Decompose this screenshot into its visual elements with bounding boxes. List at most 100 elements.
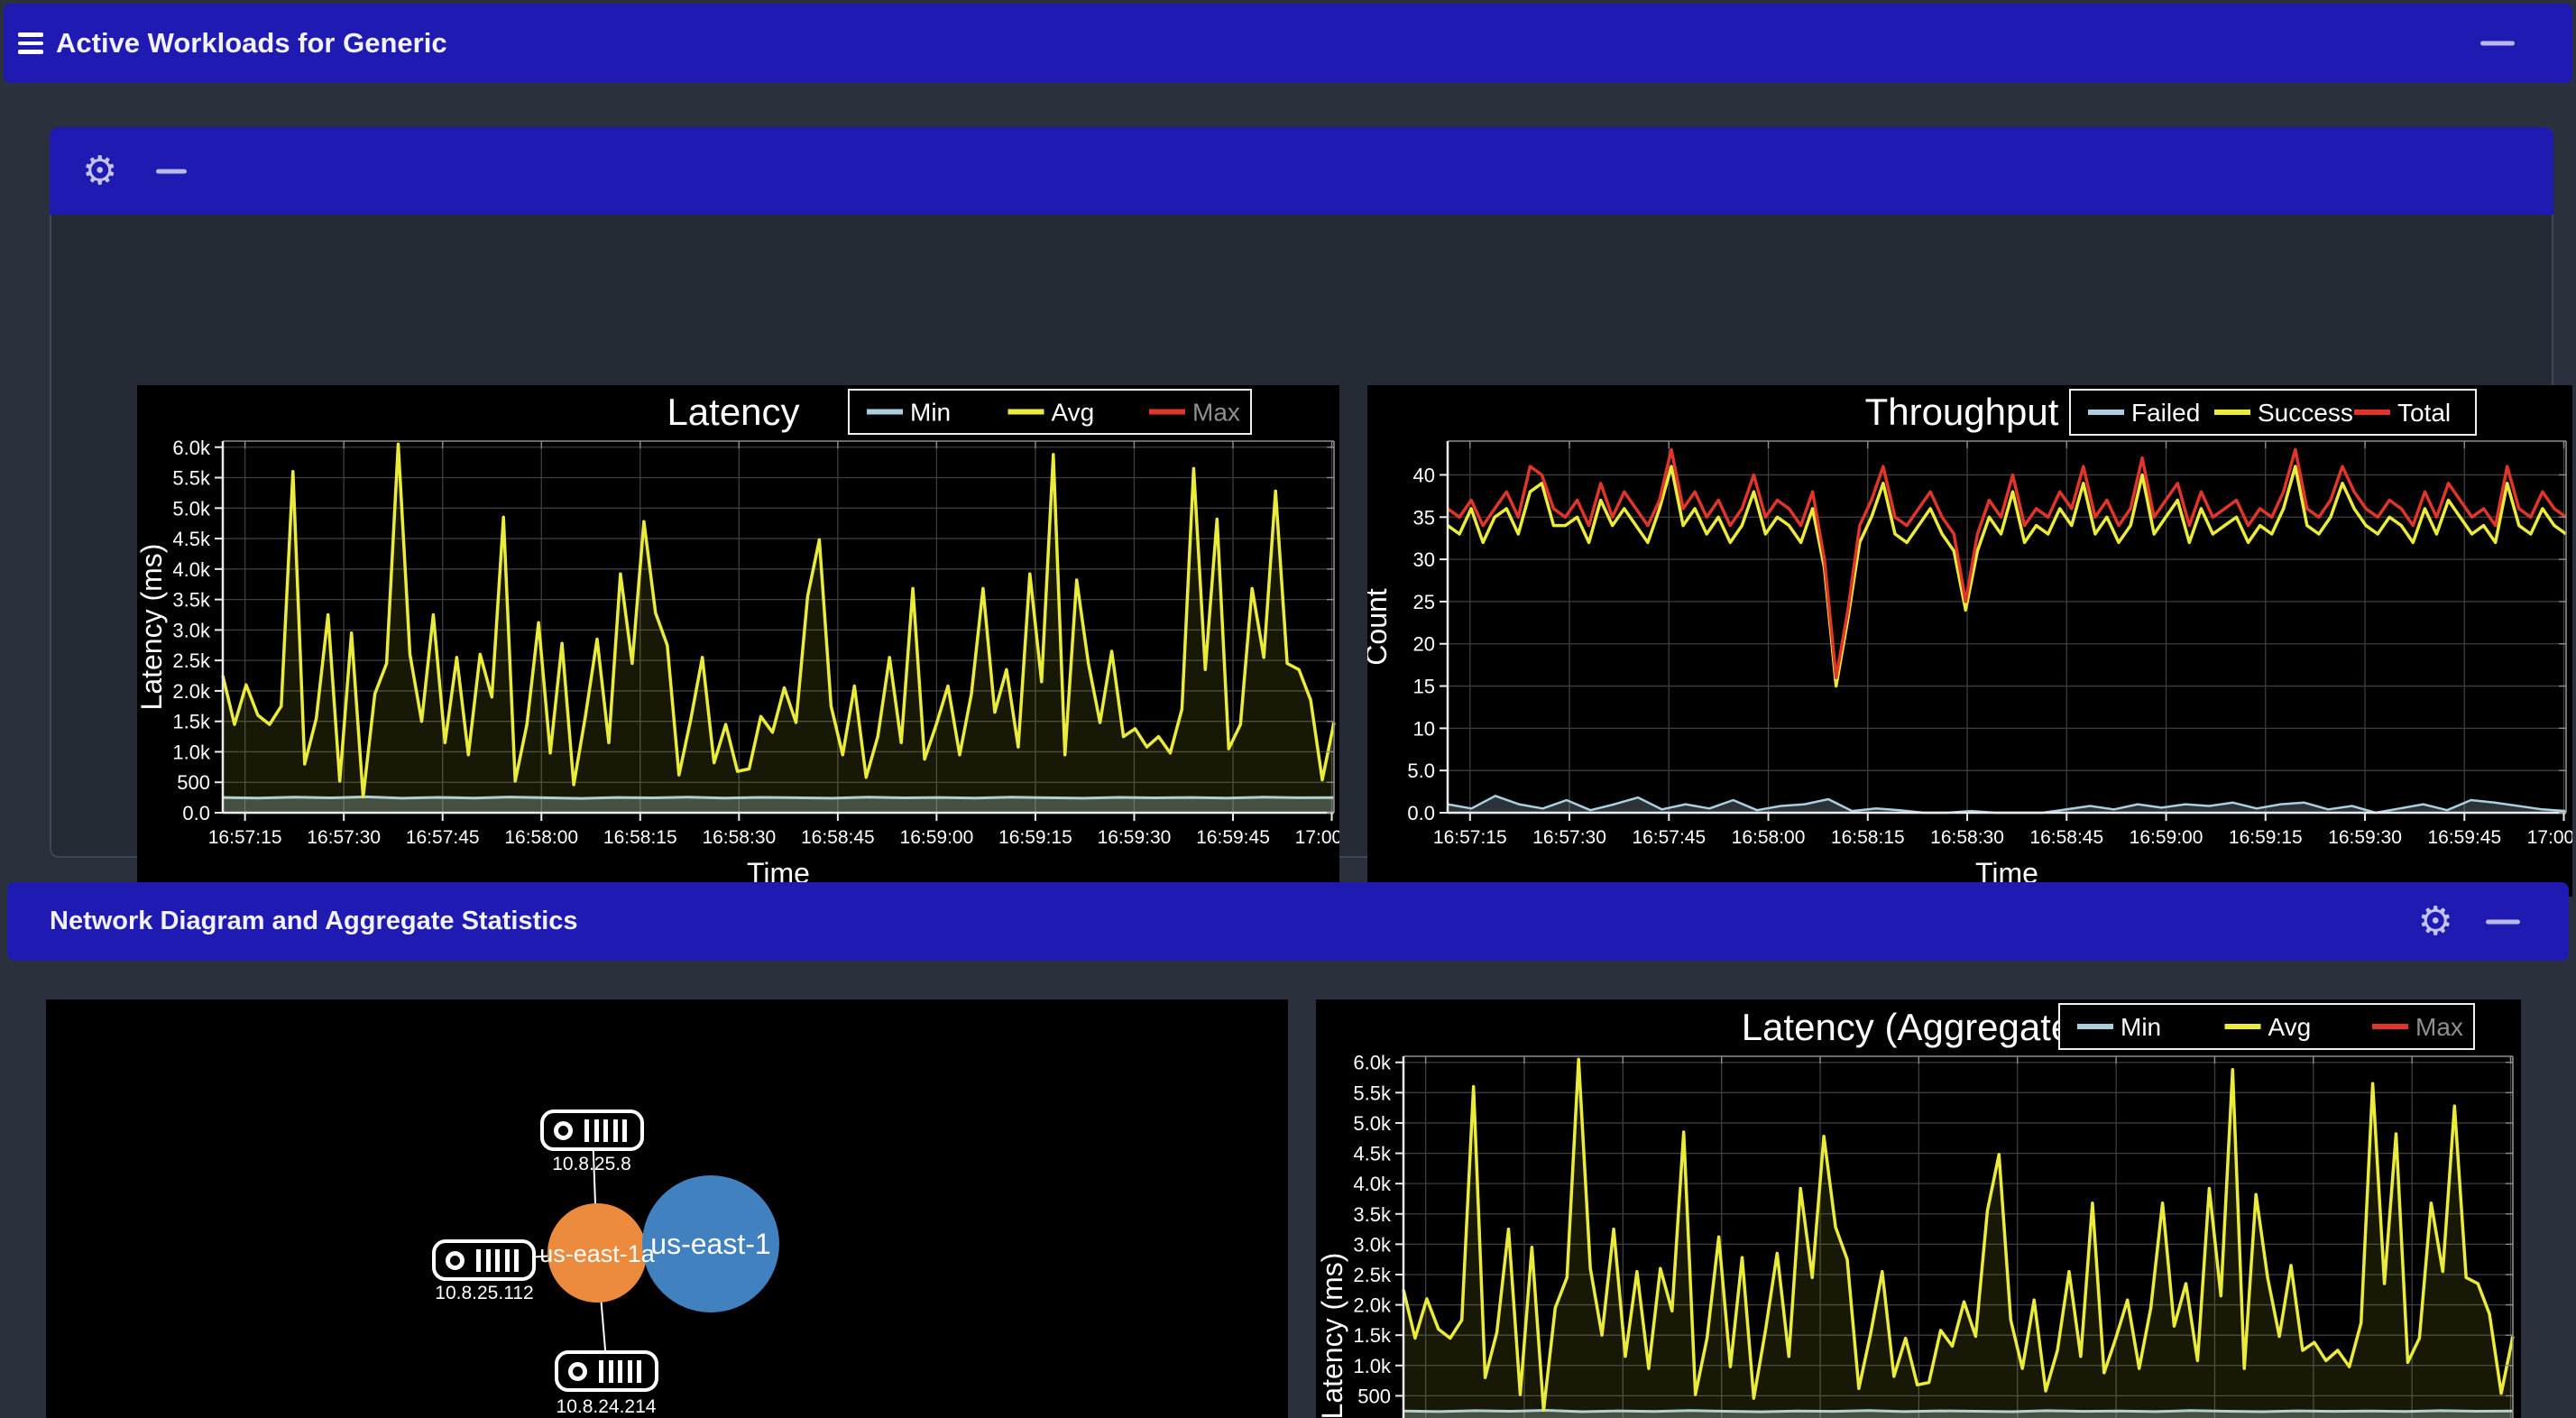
window-title: Active Workloads for Generic	[56, 27, 447, 59]
minimize-icon[interactable]	[2486, 919, 2520, 924]
window-title-bar[interactable]: Active Workloads for Generic	[4, 4, 2572, 83]
server-led-icon	[554, 1120, 573, 1140]
x-tick-label: 16:57:30	[307, 827, 381, 848]
y-tick-label: 2.0k	[1353, 1294, 1392, 1317]
hamburger-menu-icon[interactable]	[18, 32, 43, 54]
y-tick-label: 4.5k	[172, 528, 211, 550]
chart-title: Throughput	[1865, 391, 2059, 433]
server-node-icon[interactable]	[540, 1110, 644, 1151]
x-tick-label: 16:58:00	[1732, 827, 1806, 848]
x-tick-label: 16:59:45	[1196, 827, 1270, 848]
settings-gear-icon[interactable]: ⚙	[82, 148, 118, 193]
y-tick-label: 3.0k	[1353, 1233, 1392, 1256]
legend-label-success: Success	[2258, 399, 2353, 427]
legend-label-avg: Avg	[1052, 399, 1095, 427]
y-tick-label: 2.0k	[172, 680, 211, 703]
y-tick-label: 5.5k	[1353, 1082, 1392, 1104]
series-success	[1446, 465, 2568, 688]
y-tick-label: 25	[1413, 591, 1435, 613]
y-tick-label: 6.0k	[172, 437, 211, 459]
region-label: us-east-1	[650, 1228, 771, 1260]
y-tick-label: 10	[1413, 717, 1435, 740]
x-tick-label: 16:58:45	[2029, 827, 2103, 848]
x-tick-label: 16:59:45	[2427, 827, 2501, 848]
throughput-chart-card: 40 35 30 25 20 15 10 5.0 0.0 16:57:15 16:57:30 16:5…	[1367, 385, 2572, 897]
x-tick-label: 16:57:45	[406, 827, 480, 848]
zone-node-us-east-1a[interactable]	[547, 1203, 647, 1303]
region-node-us-east-1[interactable]	[642, 1175, 779, 1312]
y-tick-label: 3.0k	[172, 619, 211, 641]
series-total	[1446, 447, 2568, 679]
series-avg	[221, 442, 1336, 799]
legend-label-min: Min	[910, 399, 951, 427]
network-diagram-card: 10.8.25.8 10.8.25.112 10.8.24.214 us-eas…	[46, 999, 1288, 1418]
y-tick-label: 3.5k	[172, 589, 211, 612]
y-tick-label: 2.5k	[172, 649, 211, 672]
legend-label-failed: Failed	[2131, 399, 2200, 427]
latency-aggregate-chart[interactable]: 6.0k 5.5k 5.0k 4.5k 4.0k 3.5k 3.0k 2.5k 2.0k 1.5k…	[1316, 999, 2521, 1418]
latency-chart-card: 6.0k 5.5k 5.0k 4.5k 4.0k 3.5k 3.0k 2.5k 2.0k 1.5k…	[137, 385, 1339, 897]
y-tick-label: 4.0k	[1353, 1173, 1392, 1195]
y-tick-label: 35	[1413, 506, 1435, 529]
x-tick-label: 16:57:15	[208, 827, 282, 848]
x-tick-label: 16:59:15	[2229, 827, 2303, 848]
legend-label-max: Max	[2415, 1013, 2463, 1041]
x-tick-label: 16:58:30	[1930, 827, 2004, 848]
y-axis-label: Latency (ms)	[1316, 1253, 1348, 1418]
y-tick-label: 20	[1413, 633, 1435, 656]
x-tick-label: 16:59:30	[2328, 827, 2402, 848]
y-tick-label: 1.0k	[172, 741, 211, 763]
latency-aggregate-chart-card: 6.0k 5.5k 5.0k 4.5k 4.0k 3.5k 3.0k 2.5k 2.0k 1.5k…	[1316, 999, 2521, 1418]
section-title: Network Diagram and Aggregate Statistics	[50, 907, 578, 935]
y-tick-label: 5.5k	[172, 467, 211, 490]
x-tick-label: 16:57:45	[1632, 827, 1706, 848]
legend-label-total: Total	[2397, 399, 2451, 427]
x-tick-label: 16:58:15	[603, 827, 677, 848]
chart-title: Latency	[667, 391, 799, 433]
y-axis-label: Count	[1367, 588, 1393, 666]
server-ip-label: 10.8.25.112	[435, 1283, 534, 1303]
throughput-chart[interactable]: 40 35 30 25 20 15 10 5.0 0.0 16:57:15 16:57:30 16:5…	[1367, 385, 2572, 897]
y-tick-label: 1.0k	[1353, 1355, 1392, 1377]
server-node-icon[interactable]	[555, 1350, 658, 1392]
y-tick-label: 0.0	[1363, 1415, 1391, 1418]
chart-legend	[2069, 389, 2477, 436]
server-vents-icon	[584, 1119, 627, 1142]
series-avg	[1402, 1057, 2515, 1413]
latency-chart[interactable]: 6.0k 5.5k 5.0k 4.5k 4.0k 3.5k 3.0k 2.5k 2.0k 1.5k…	[137, 385, 1339, 897]
legend-label-avg: Avg	[2268, 1013, 2312, 1041]
settings-gear-icon[interactable]: ⚙	[2417, 898, 2453, 944]
x-tick-label: 16:59:15	[998, 827, 1072, 848]
x-tick-label: 16:58:30	[702, 827, 776, 848]
y-tick-label: 0.0	[1407, 802, 1435, 824]
chart-legend	[848, 389, 1252, 435]
server-led-icon	[446, 1250, 465, 1270]
y-axis-label: Latency (ms)	[137, 544, 168, 711]
minimize-icon[interactable]	[2480, 41, 2515, 46]
minimize-icon[interactable]	[156, 169, 187, 173]
y-tick-label: 4.0k	[172, 558, 211, 581]
server-node-icon[interactable]	[432, 1239, 536, 1281]
y-tick-label: 4.5k	[1353, 1143, 1392, 1165]
y-tick-label: 0.0	[182, 802, 210, 824]
y-tick-label: 2.5k	[1353, 1264, 1392, 1286]
server-vents-icon	[476, 1248, 519, 1272]
x-tick-label: 16:59:30	[1098, 827, 1172, 848]
x-tick-label: 17:00:00	[2527, 827, 2572, 848]
network-section-header[interactable]: Network Diagram and Aggregate Statistics…	[7, 882, 2569, 961]
server-vents-icon	[599, 1359, 641, 1383]
x-tick-label: 16:58:45	[801, 827, 875, 848]
y-tick-label: 15	[1413, 676, 1435, 698]
series-min	[1403, 1409, 2514, 1413]
y-tick-label: 6.0k	[1353, 1052, 1392, 1074]
legend-label-max: Max	[1192, 399, 1240, 427]
server-ip-label: 10.8.25.8	[552, 1154, 631, 1174]
x-tick-label: 17:00:00	[1295, 827, 1339, 848]
y-tick-label: 40	[1413, 464, 1435, 486]
legend-label-min: Min	[2121, 1013, 2161, 1041]
series-fill-min	[223, 796, 1334, 813]
workloads-panel-header[interactable]: ⚙	[50, 127, 2553, 215]
chart-title: Latency (Aggregate)	[1742, 1006, 2085, 1048]
y-tick-label: 5.0k	[1353, 1112, 1392, 1135]
